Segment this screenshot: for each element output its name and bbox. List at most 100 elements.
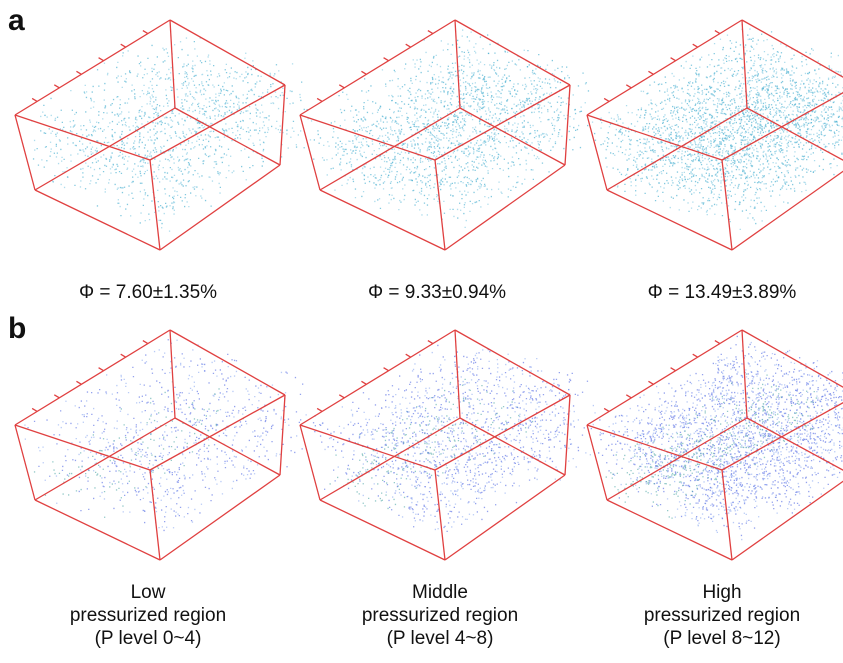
volume-render	[587, 330, 843, 560]
box-edge	[280, 395, 285, 475]
box-edge	[587, 115, 607, 190]
region-caption-line: Middle	[412, 582, 468, 603]
box-tick	[121, 44, 126, 47]
box-edge	[320, 500, 445, 560]
panel-label: b	[8, 312, 26, 345]
box-edge	[15, 115, 35, 190]
box-tick	[715, 341, 720, 344]
box-tick	[693, 354, 698, 357]
volume-render	[15, 20, 311, 250]
point-cloud	[311, 29, 593, 228]
box-tick	[54, 85, 59, 88]
box-tick	[626, 85, 631, 88]
box-edge	[445, 475, 565, 560]
figure: a b Φ = 7.60±1.35% Φ = 9.33±0.94% Φ = 13…	[0, 0, 843, 663]
box-edge	[607, 418, 747, 500]
box-edge	[15, 330, 170, 425]
box-tick	[604, 98, 609, 101]
box-edge	[150, 395, 285, 470]
box-edge	[15, 425, 150, 470]
box-edge	[587, 425, 607, 500]
box-tick	[317, 98, 322, 101]
box-edge	[435, 85, 570, 160]
box-edge	[455, 20, 460, 108]
box-edge	[300, 330, 455, 425]
box-edge	[170, 20, 285, 85]
box-edge	[35, 418, 175, 500]
box-edge	[742, 20, 843, 85]
box-edge	[435, 470, 445, 560]
region-caption-line: High	[702, 582, 741, 603]
box-tick	[361, 381, 366, 384]
point-cloud	[313, 34, 596, 220]
region-caption-line: (P level 8~12)	[663, 628, 780, 649]
box-edge	[280, 85, 285, 165]
box-edge	[35, 108, 175, 190]
box-edge	[160, 165, 280, 250]
volume-render	[587, 20, 843, 250]
box-edge	[300, 20, 455, 115]
box-edge	[160, 475, 280, 560]
panel-label: a	[8, 4, 25, 37]
region-caption-line: Low	[131, 582, 166, 603]
box-tick	[648, 71, 653, 74]
box-tick	[339, 85, 344, 88]
point-cloud	[313, 345, 588, 532]
box-edge	[607, 108, 747, 190]
point-cloud	[330, 379, 534, 509]
porosity-caption: Φ = 13.49±3.89%	[648, 282, 797, 303]
box-edge	[435, 160, 445, 250]
point-cloud	[600, 24, 843, 224]
region-caption-line: pressurized region	[70, 605, 226, 626]
box-edge	[722, 470, 732, 560]
box-tick	[361, 71, 366, 74]
box-edge	[455, 330, 460, 418]
box-edge	[150, 160, 160, 250]
box-edge	[445, 165, 565, 250]
box-tick	[384, 368, 389, 371]
box-tick	[406, 44, 411, 47]
box-tick	[339, 395, 344, 398]
box-edge	[35, 190, 160, 250]
box-tick	[317, 408, 322, 411]
box-edge	[607, 500, 732, 560]
box-edge	[742, 20, 747, 108]
box-edge	[722, 160, 732, 250]
box-tick	[54, 395, 59, 398]
box-tick	[671, 58, 676, 61]
box-tick	[143, 31, 148, 34]
box-tick	[671, 368, 676, 371]
box-tick	[626, 395, 631, 398]
box-edge	[732, 475, 843, 560]
box-tick	[693, 44, 698, 47]
region-caption-line: pressurized region	[644, 605, 800, 626]
box-edge	[607, 190, 732, 250]
volume-render	[15, 330, 316, 560]
box-tick	[648, 381, 653, 384]
box-edge	[150, 85, 285, 160]
box-edge	[320, 190, 445, 250]
box-edge	[170, 330, 175, 418]
box-tick	[32, 408, 37, 411]
region-caption-line: (P level 0~4)	[95, 628, 202, 649]
box-tick	[406, 354, 411, 357]
region-caption-line: (P level 4~8)	[387, 628, 494, 649]
box-edge	[170, 20, 175, 108]
porosity-caption: Φ = 9.33±0.94%	[368, 282, 506, 303]
box-tick	[428, 341, 433, 344]
box-tick	[143, 341, 148, 344]
box-edge	[35, 500, 160, 560]
box-edge	[455, 20, 570, 85]
box-edge	[587, 330, 742, 425]
box-tick	[121, 354, 126, 357]
porosity-caption: Φ = 7.60±1.35%	[79, 282, 217, 303]
region-captions: Lowpressurized region(P level 0~4)Middle…	[70, 582, 800, 649]
box-edge	[15, 115, 150, 160]
box-tick	[384, 58, 389, 61]
region-caption-line: pressurized region	[362, 605, 518, 626]
box-edge	[170, 330, 285, 395]
box-edge	[320, 418, 460, 500]
box-tick	[99, 58, 104, 61]
box-edge	[300, 425, 320, 500]
box-tick	[428, 31, 433, 34]
